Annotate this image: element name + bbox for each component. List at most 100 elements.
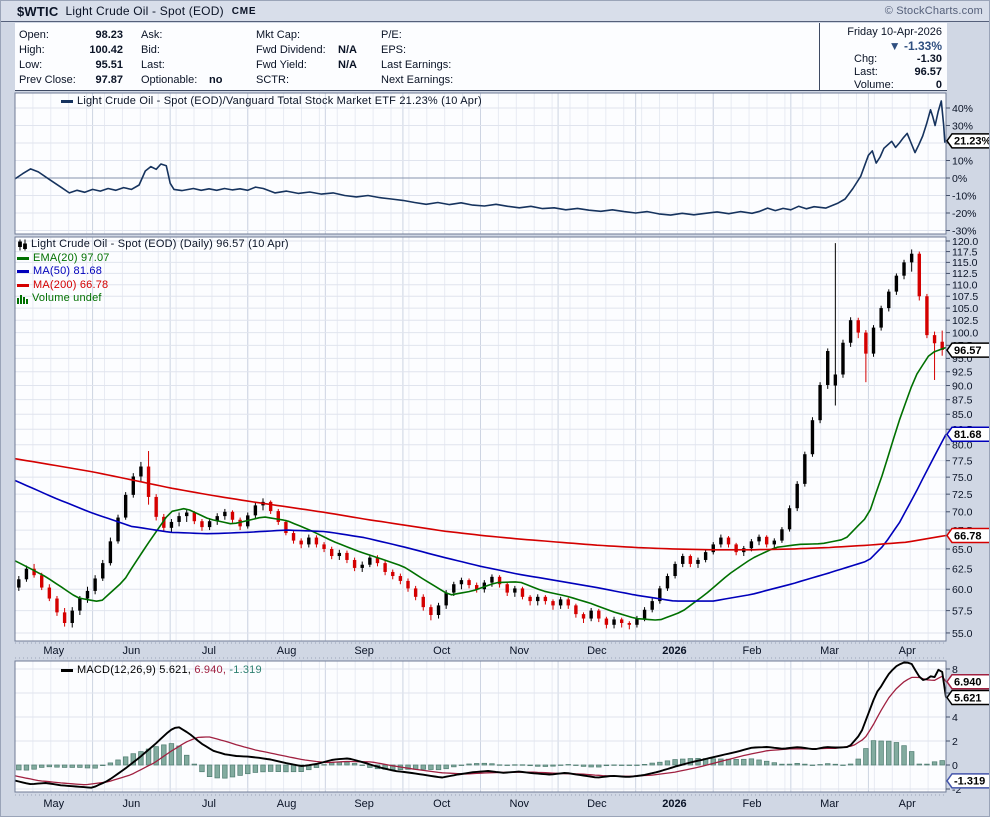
x-month-label: Nov xyxy=(510,798,530,810)
quote-label: Mkt Cap: xyxy=(256,29,301,41)
quote-row: High: 100.42 xyxy=(19,43,123,58)
ratio-panel-legend: Light Crude Oil - Spot (EOD)/Vanguard To… xyxy=(61,95,482,109)
y-tick-label: 110.0 xyxy=(952,280,978,292)
panel-border xyxy=(14,236,947,642)
price-badge-label: 6.940 xyxy=(954,677,982,689)
volume-bars-icon xyxy=(17,294,29,304)
quote-label: Low: xyxy=(19,59,43,71)
quote-row: Bid: xyxy=(141,43,222,58)
macd-line xyxy=(14,661,947,789)
exchange-label: CME xyxy=(231,5,257,17)
ma50-badge: 81.68 xyxy=(946,426,989,443)
ratio-legend-label: Light Crude Oil - Spot (EOD)/Vanguard To… xyxy=(77,95,482,107)
main-panel-legend: Light Crude Oil - Spot (EOD) (Daily) 96.… xyxy=(17,238,289,306)
price-candles xyxy=(17,243,944,630)
y-tick-label: 80.0 xyxy=(952,440,973,452)
quote-label: Bid: xyxy=(141,44,160,56)
x-month-label: Jun xyxy=(123,645,141,657)
price-badge-label: 21.23% xyxy=(954,136,990,148)
x-month-label: Feb xyxy=(743,645,762,657)
line-swatch xyxy=(17,256,29,260)
y-tick-label: 72.5 xyxy=(952,489,973,501)
y-tick-label: 90.0 xyxy=(952,380,973,392)
quote-row: Optionable: no xyxy=(141,73,222,88)
x-month-label: Nov xyxy=(510,645,530,657)
quote-volume-row: Volume: 0 xyxy=(820,79,942,92)
y-tick-label: -2 xyxy=(952,784,961,796)
quote-label: Open: xyxy=(19,29,49,41)
y-tick-label: 87.5 xyxy=(952,394,973,406)
title-bar: $WTIC Light Crude Oil - Spot (EOD) CME ©… xyxy=(1,1,989,22)
chg-value: -1.30 xyxy=(916,53,942,65)
quote-row: SCTR: xyxy=(256,73,357,88)
percent-change-value: -1.33% xyxy=(903,39,942,53)
price-badge-label: 66.78 xyxy=(954,530,982,542)
x-month-label: Jul xyxy=(202,798,216,810)
quote-value: 98.23 xyxy=(95,29,123,41)
y-tick-label: 75.0 xyxy=(952,472,973,484)
y-tick-label: 85.0 xyxy=(952,409,973,421)
down-arrow-icon: ▼ xyxy=(888,39,901,53)
ratio-y-axis: 40%30%20%10%0%-10%-20%-30% xyxy=(946,103,977,237)
x-month-label: Sep xyxy=(354,798,374,810)
x-month-label: Apr xyxy=(899,645,916,657)
x-month-label: Dec xyxy=(587,798,607,810)
line-swatch xyxy=(17,270,29,274)
price-badge-label: 96.57 xyxy=(954,345,982,357)
x-month-label: Apr xyxy=(899,798,916,810)
quote-label: Ask: xyxy=(141,29,163,41)
quote-value: no xyxy=(209,74,223,86)
y-tick-label: 112.5 xyxy=(952,268,978,280)
main-grid xyxy=(14,237,947,641)
macd-signal-line xyxy=(14,675,947,786)
ma200-legend-label: MA(200) 66.78 xyxy=(33,278,109,291)
x-month-label: 2026 xyxy=(662,798,686,810)
quote-value: 100.42 xyxy=(89,44,123,56)
panel-border xyxy=(14,660,947,793)
price-badge-label: -1.319 xyxy=(954,776,985,788)
quote-row: Last Earnings: xyxy=(381,58,457,73)
quote-label: EPS: xyxy=(381,44,407,56)
quote-row: EPS: xyxy=(381,43,457,58)
y-tick-label: -30% xyxy=(952,225,977,237)
macd-value-badge: 5.621 xyxy=(946,689,989,706)
last-label: Last: xyxy=(854,66,878,78)
quote-row: Last: xyxy=(141,58,222,73)
y-tick-label: 70.0 xyxy=(952,507,973,519)
y-tick-label: 107.5 xyxy=(952,291,978,303)
y-tick-label: 57.5 xyxy=(952,605,973,617)
y-tick-label: -10% xyxy=(952,190,977,202)
x-month-label: May xyxy=(43,645,64,657)
x-month-label: Mar xyxy=(820,798,839,810)
y-tick-label: 40% xyxy=(952,103,973,115)
last-price-badge: 96.57 xyxy=(946,342,989,358)
line-swatch xyxy=(17,283,29,287)
panel-border xyxy=(14,92,947,235)
main-title-row: Light Crude Oil - Spot (EOD) (Daily) 96.… xyxy=(17,238,289,252)
price-badge-label: 5.621 xyxy=(954,692,982,704)
quote-row: Low: 95.51 xyxy=(19,58,123,73)
y-tick-label: 0 xyxy=(952,760,958,772)
y-tick-label: 62.5 xyxy=(952,564,973,576)
quote-label: Next Earnings: xyxy=(381,74,454,86)
ema20-legend-row: EMA(20) 97.07 xyxy=(17,252,289,266)
volume-legend-row: Volume undef xyxy=(17,292,289,306)
x-month-label: Aug xyxy=(277,798,297,810)
x-month-label: Jul xyxy=(202,645,216,657)
y-tick-label: 30% xyxy=(952,120,973,132)
quote-date: Friday 10-Apr-2026 xyxy=(847,26,942,38)
ratio-grid xyxy=(14,93,947,234)
quote-value: N/A xyxy=(338,44,357,56)
y-tick-label: 117.5 xyxy=(952,246,978,258)
last-value: 96.57 xyxy=(914,66,942,78)
signal-legend-value: 6.940, xyxy=(194,664,227,676)
quote-row: Fwd Yield: N/A xyxy=(256,58,357,73)
y-tick-label: 60.0 xyxy=(952,584,973,596)
quote-row: Open: 98.23 xyxy=(19,28,123,43)
quote-value: 95.51 xyxy=(95,59,123,71)
quote-row: Next Earnings: xyxy=(381,73,457,88)
y-tick-label: 115.0 xyxy=(952,257,978,269)
x-month-label: Oct xyxy=(433,645,450,657)
quote-row: Fwd Dividend: N/A xyxy=(256,43,357,58)
